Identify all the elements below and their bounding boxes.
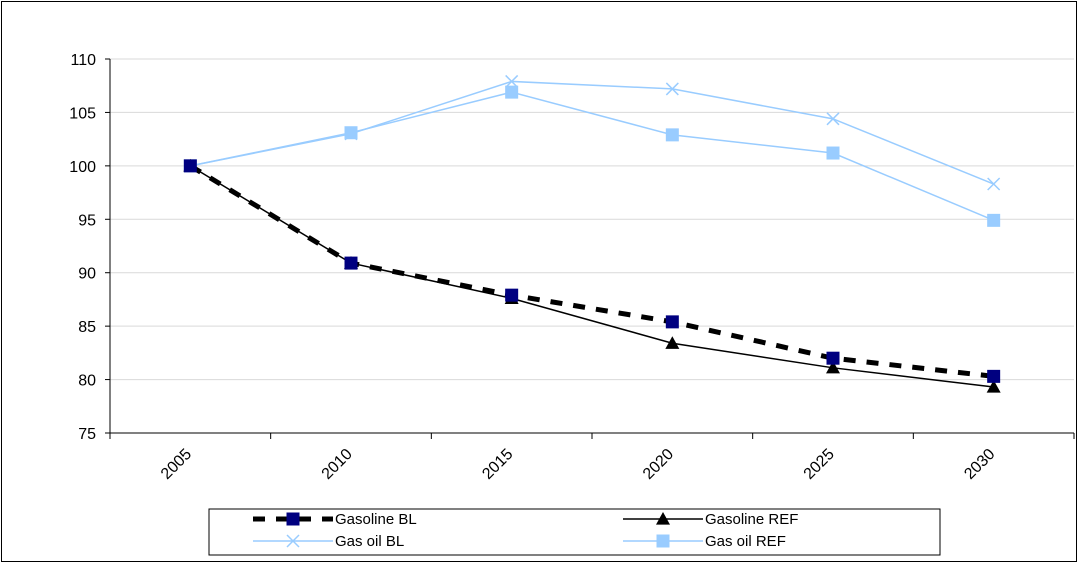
legend: Gasoline BL Gasoline REF Gas oil BL Gas oil…	[208, 508, 941, 556]
legend-marker	[656, 512, 670, 525]
series-line-gasoline-bl	[189, 163, 994, 379]
series-layer	[183, 74, 1001, 393]
y-tick-label: 90	[78, 266, 96, 283]
y-tick-label: 75	[78, 426, 96, 443]
y-tick-label: 85	[78, 319, 96, 336]
legend-marker	[286, 534, 300, 548]
series-gas-oil-bl	[183, 74, 1001, 191]
legend-label: Gas oil BL	[335, 533, 404, 550]
x-tick-label: 2010	[319, 446, 356, 483]
x-tick-label: 2030	[961, 446, 998, 483]
data-point-gasoline-bl	[665, 315, 679, 329]
data-point-gas-oil-ref	[665, 128, 679, 142]
legend-label: Gasoline REF	[705, 511, 798, 528]
data-point-gasoline-ref	[665, 336, 680, 349]
data-point-gasoline-bl	[344, 256, 358, 270]
legend-item-gasoline-bl: Gasoline BL	[253, 511, 417, 528]
gridlines	[110, 58, 1074, 381]
x-tick-label: 2005	[158, 446, 195, 483]
legend-label: Gas oil REF	[705, 533, 786, 550]
data-point-gasoline-bl	[826, 351, 840, 365]
series-line-gas-oil-bl	[190, 80, 994, 185]
data-point-gas-oil-ref	[987, 213, 1001, 227]
legend-box	[208, 508, 941, 556]
y-tick-labels: 75 80 85 90 95 100 105 110	[69, 52, 96, 443]
legend-item-gasoline-ref: Gasoline REF	[623, 511, 798, 528]
data-point-gasoline-ref	[986, 380, 1001, 393]
data-point-gas-oil-bl	[505, 74, 519, 88]
series-gasoline-bl	[183, 159, 1001, 383]
data-point-gas-oil-bl	[665, 82, 679, 96]
data-point-gas-oil-bl	[826, 112, 840, 126]
y-tick-label: 95	[78, 212, 96, 229]
data-point-gasoline-bl	[505, 288, 519, 302]
data-point-gas-oil-ref	[826, 146, 840, 160]
legend-marker	[656, 534, 670, 548]
series-gas-oil-ref	[183, 85, 1001, 227]
legend-item-gas-oil-bl: Gas oil BL	[253, 533, 404, 550]
x-tick-labels: 2005 2010 2015 2020 2025 2030	[158, 446, 999, 483]
legend-label: Gasoline BL	[335, 511, 417, 528]
legend-item-gas-oil-ref: Gas oil REF	[623, 533, 786, 550]
data-point-gasoline-ref	[826, 360, 840, 374]
data-point-gas-oil-ref	[505, 85, 519, 99]
data-point-gasoline-bl	[987, 369, 1001, 383]
series-gasoline-ref	[183, 158, 1001, 393]
y-tick-label: 100	[69, 159, 96, 176]
axes	[105, 58, 1075, 439]
data-point-gas-oil-bl	[987, 177, 1001, 191]
data-point-gasoline-bl	[183, 159, 197, 173]
y-tick-label: 105	[69, 105, 96, 122]
y-tick-label: 110	[70, 52, 96, 69]
legend-marker	[286, 512, 300, 526]
series-line-gasoline-ref	[189, 165, 994, 388]
series-line-gas-oil-ref	[190, 91, 994, 222]
x-tick-label: 2020	[640, 446, 677, 483]
data-point-gas-oil-ref	[344, 126, 358, 140]
y-tick-label: 80	[78, 373, 96, 390]
x-tick-label: 2025	[801, 446, 838, 483]
x-tick-label: 2015	[479, 446, 516, 483]
